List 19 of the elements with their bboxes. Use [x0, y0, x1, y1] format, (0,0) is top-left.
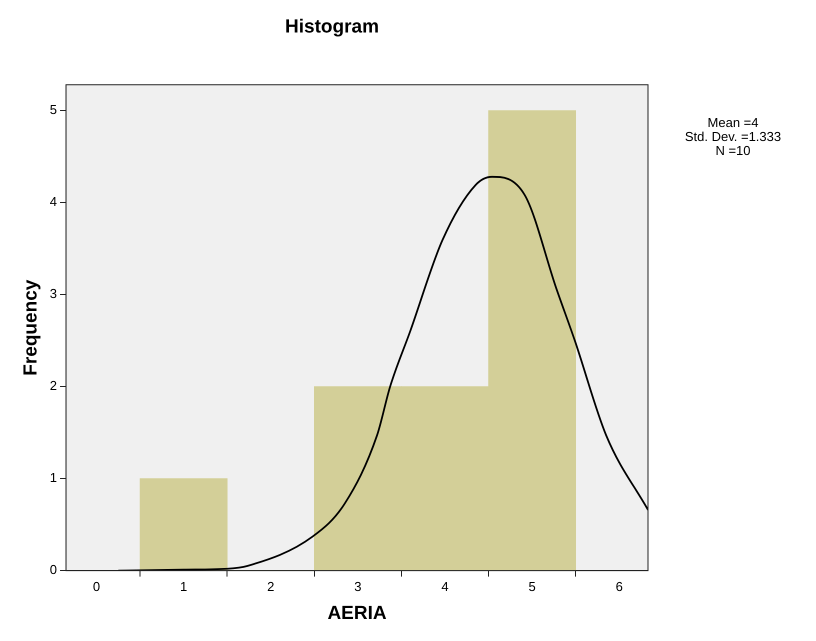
- x-tick-label: 1: [180, 578, 188, 594]
- x-tick-label: 0: [92, 578, 100, 594]
- text: Mean =4: [708, 114, 758, 130]
- x-tick-label: 3: [354, 578, 362, 594]
- text: Std. Dev. =1.333: [684, 128, 782, 144]
- y-axis-title: Frequency: [20, 279, 42, 376]
- x-tick-label: 5: [528, 578, 536, 594]
- chart-title: Histogram: [285, 16, 379, 38]
- y-tick-label: 1: [50, 470, 58, 486]
- x-axis-title: AERIA: [327, 602, 387, 624]
- y-tick-label: 0: [50, 562, 58, 578]
- y-tick-label: 4: [50, 194, 58, 210]
- y-tick-label: 3: [50, 286, 58, 302]
- text: N =10: [715, 142, 751, 158]
- y-tick-label: 2: [50, 378, 58, 394]
- y-tick-label: 5: [50, 102, 58, 118]
- x-tick-label: 2: [267, 578, 274, 594]
- x-tick-label: 4: [441, 578, 449, 594]
- x-tick-label: 6: [616, 578, 623, 594]
